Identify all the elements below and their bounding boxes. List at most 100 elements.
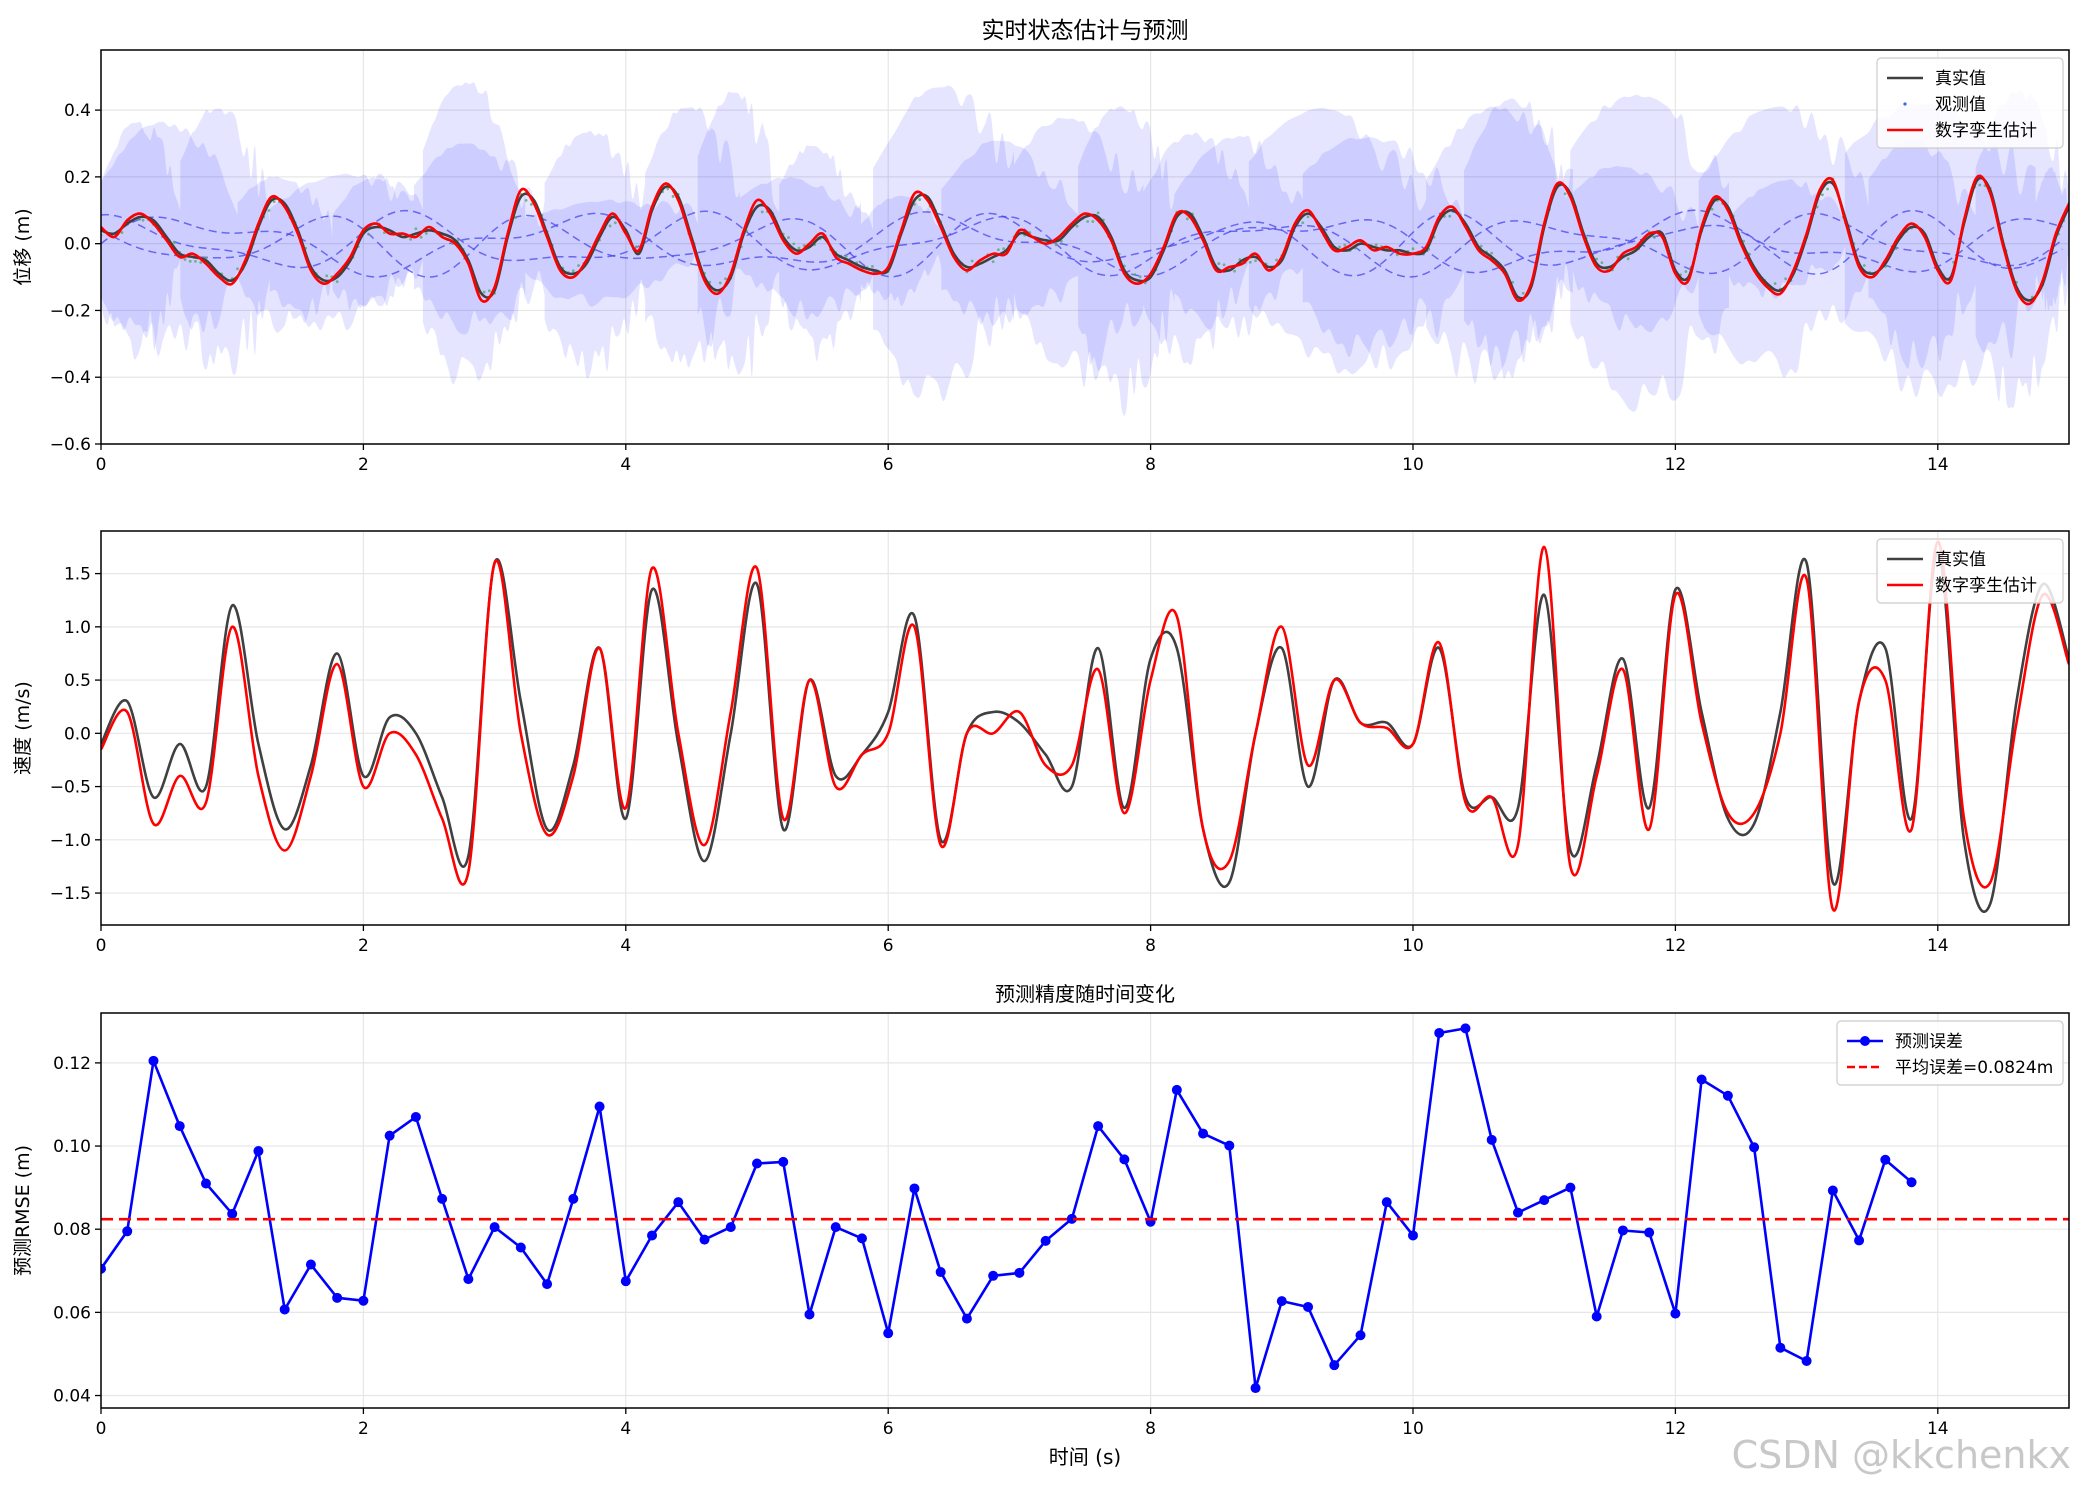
y-tick-label: 0.4 bbox=[64, 101, 91, 121]
observation-point bbox=[1086, 220, 1089, 223]
error-point bbox=[1277, 1296, 1287, 1306]
error-point bbox=[1356, 1330, 1366, 1340]
series-line-true bbox=[101, 1028, 1912, 1388]
legend-label: 预测误差 bbox=[1895, 1032, 1963, 1052]
y-tick-label: −1.5 bbox=[50, 884, 91, 904]
observation-point bbox=[1186, 217, 1189, 220]
error-point bbox=[988, 1271, 998, 1281]
observation-point bbox=[199, 261, 202, 264]
observation-point bbox=[1653, 236, 1656, 239]
error-point bbox=[1303, 1302, 1313, 1312]
error-point bbox=[385, 1131, 395, 1141]
observation-point bbox=[918, 198, 921, 201]
error-point bbox=[1775, 1343, 1785, 1353]
x-tick-label: 0 bbox=[96, 936, 107, 956]
csdn-watermark: CSDN @kkchenkx bbox=[1732, 1433, 2071, 1477]
observation-point bbox=[1564, 192, 1567, 195]
x-tick-label: 12 bbox=[1665, 1419, 1687, 1439]
legend-label: 数字孪生估计 bbox=[1935, 576, 2037, 596]
observation-point bbox=[1301, 221, 1304, 224]
error-point bbox=[831, 1222, 841, 1232]
uncertainty-band bbox=[180, 109, 269, 375]
x-tick-label: 8 bbox=[1145, 455, 1156, 475]
error-point bbox=[909, 1183, 919, 1193]
observation-point bbox=[1217, 262, 1220, 265]
error-point bbox=[542, 1279, 552, 1289]
error-point bbox=[1539, 1195, 1549, 1205]
error-point bbox=[1224, 1141, 1234, 1151]
y-tick-label: 0.08 bbox=[53, 1220, 91, 1240]
observation-point bbox=[414, 227, 417, 230]
error-point bbox=[936, 1267, 946, 1277]
error-point bbox=[1670, 1309, 1680, 1319]
x-tick-label: 12 bbox=[1665, 936, 1687, 956]
y-tick-label: 0.04 bbox=[53, 1387, 91, 1407]
observation-point bbox=[1784, 277, 1787, 280]
error-point bbox=[280, 1304, 290, 1314]
observation-point bbox=[530, 203, 533, 206]
x-tick-label: 10 bbox=[1402, 455, 1424, 475]
x-tick-label: 14 bbox=[1927, 455, 1949, 475]
uncertainty-band bbox=[1464, 98, 1570, 378]
error-point bbox=[1460, 1023, 1470, 1033]
x-tick-label: 2 bbox=[358, 1419, 369, 1439]
uncertainty-band bbox=[698, 92, 780, 377]
error-point bbox=[490, 1222, 500, 1232]
observation-point bbox=[798, 247, 801, 250]
chart-title: 实时状态估计与预测 bbox=[982, 18, 1189, 44]
x-tick-label: 10 bbox=[1402, 1419, 1424, 1439]
observation-point bbox=[572, 269, 575, 272]
error-point bbox=[1565, 1183, 1575, 1193]
y-tick-label: −0.2 bbox=[50, 301, 91, 321]
observation-point bbox=[792, 242, 795, 245]
observation-point bbox=[184, 258, 187, 261]
error-point bbox=[227, 1209, 237, 1219]
error-point bbox=[857, 1233, 867, 1243]
error-point bbox=[1172, 1085, 1182, 1095]
observation-point bbox=[1774, 282, 1777, 285]
observation-point bbox=[525, 199, 528, 202]
error-point bbox=[253, 1146, 263, 1156]
observation-point bbox=[1307, 215, 1310, 218]
observation-point bbox=[1522, 292, 1525, 295]
x-tick-label: 8 bbox=[1145, 1419, 1156, 1439]
legend-marker bbox=[1860, 1036, 1870, 1046]
observation-point bbox=[367, 233, 370, 236]
error-point bbox=[1697, 1075, 1707, 1085]
x-tick-label: 6 bbox=[883, 1419, 894, 1439]
error-point bbox=[1014, 1268, 1024, 1278]
error-point bbox=[752, 1159, 762, 1169]
error-point bbox=[332, 1293, 342, 1303]
observation-point bbox=[1412, 247, 1415, 250]
error-point bbox=[621, 1276, 631, 1286]
chart-title: 预测精度随时间变化 bbox=[995, 982, 1175, 1006]
plot-area bbox=[96, 1023, 2069, 1393]
legend-label: 数字孪生估计 bbox=[1935, 121, 2037, 141]
observation-point bbox=[1448, 215, 1451, 218]
x-tick-label: 0 bbox=[96, 1419, 107, 1439]
y-tick-label: −1.0 bbox=[50, 831, 91, 851]
observation-point bbox=[672, 195, 675, 198]
error-point bbox=[1854, 1235, 1864, 1245]
observation-point bbox=[1076, 225, 1079, 228]
observation-point bbox=[425, 232, 428, 235]
observation-point bbox=[971, 260, 974, 263]
error-point bbox=[1434, 1028, 1444, 1038]
observation-point bbox=[1133, 273, 1136, 276]
observation-point bbox=[236, 267, 239, 270]
axes-frame bbox=[101, 1013, 2069, 1408]
y-tick-label: 1.0 bbox=[64, 618, 91, 638]
error-point bbox=[148, 1056, 158, 1066]
error-point bbox=[726, 1222, 736, 1232]
x-tick-label: 8 bbox=[1145, 936, 1156, 956]
legend-marker-dot bbox=[1903, 102, 1906, 105]
observation-point bbox=[488, 289, 491, 292]
observation-point bbox=[194, 260, 197, 263]
y-tick-label: 0.2 bbox=[64, 168, 91, 188]
observation-point bbox=[1490, 252, 1493, 255]
